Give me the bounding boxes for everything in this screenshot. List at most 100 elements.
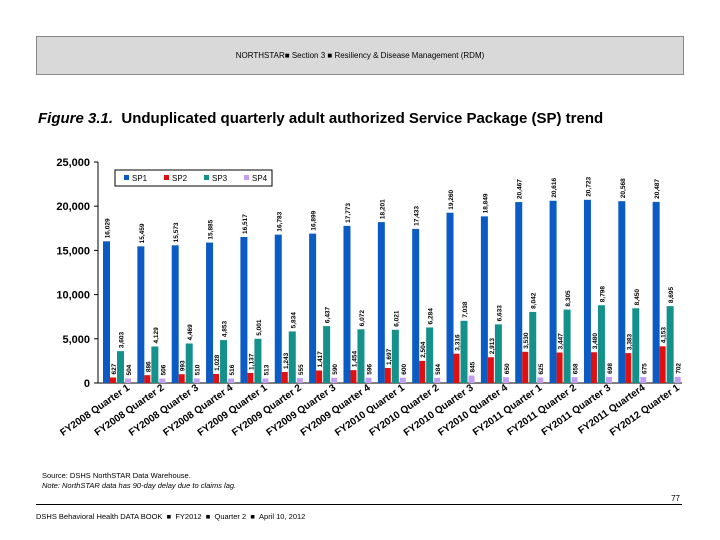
bar-sp1 [446, 212, 454, 383]
data-label: 698 [607, 363, 614, 374]
data-label: 513 [263, 364, 270, 375]
data-label: 506 [160, 364, 167, 375]
data-label: 590 [332, 364, 339, 375]
data-label: 18,201 [379, 199, 386, 219]
bar-sp1 [343, 225, 351, 383]
bar-sp4 [159, 378, 166, 383]
y-tick-label: 20,000 [56, 201, 90, 213]
bar-sp3 [220, 340, 228, 383]
data-label: 702 [676, 363, 683, 374]
bar-sp2 [625, 353, 632, 383]
figure-label: Figure 3.1. [38, 110, 114, 127]
figure-title: Figure 3.1. Unduplicated quarterly adult… [38, 110, 603, 127]
data-label: 555 [298, 364, 305, 375]
data-label: 5,001 [256, 319, 263, 336]
data-label: 8,695 [668, 286, 675, 303]
bar-sp2 [350, 370, 357, 383]
data-label: 20,487 [654, 179, 661, 199]
data-label: 627 [111, 363, 118, 374]
data-label: 6,021 [393, 310, 400, 327]
bar-sp1 [549, 200, 557, 383]
legend-label: SP2 [172, 174, 188, 183]
data-label: 886 [145, 361, 152, 372]
bar-sp2 [384, 367, 391, 383]
data-label: 15,885 [208, 219, 215, 239]
bar-sp2 [556, 352, 563, 383]
data-label: 20,568 [620, 178, 627, 198]
bar-sp1 [171, 245, 179, 383]
data-label: 6,284 [428, 308, 435, 325]
bar-sp4 [193, 378, 200, 383]
data-label: 3,383 [626, 333, 633, 350]
data-label: 516 [229, 364, 236, 375]
bar-sp2 [522, 351, 529, 383]
footer: DSHS Behavioral Health DATA BOOK ■ FY201… [36, 512, 306, 521]
data-label: 8,798 [599, 286, 606, 303]
data-label: 3,480 [592, 333, 599, 350]
bar-sp3 [323, 326, 331, 383]
note-text: Note: NorthSTAR data has 90-day delay du… [42, 481, 237, 490]
bar-sp2 [110, 377, 116, 383]
bar-sp2 [178, 374, 185, 383]
data-label: 584 [435, 364, 442, 375]
bar-sp3 [494, 324, 502, 383]
y-tick-label: 10,000 [56, 290, 90, 302]
legend-swatch [244, 175, 249, 180]
data-label: 3,530 [523, 332, 530, 349]
bar-sp4 [434, 377, 441, 383]
bar-sp4 [262, 378, 269, 383]
data-label: 1,028 [214, 354, 221, 371]
bar-sp4 [365, 377, 372, 383]
data-label: 18,849 [482, 193, 489, 213]
data-label: 1,137 [248, 353, 255, 370]
bar-sp3 [117, 351, 124, 383]
bar-sp2 [281, 372, 288, 383]
bar-sp4 [537, 377, 544, 383]
bar-sp4 [674, 376, 681, 383]
footer-divider [36, 504, 682, 505]
data-label: 16,899 [311, 210, 318, 230]
bar-sp2 [590, 352, 597, 383]
data-label: 20,723 [585, 177, 592, 197]
data-label: 993 [180, 360, 187, 371]
data-label: 2,913 [489, 338, 496, 355]
bar-sp1 [137, 246, 145, 383]
data-label: 6,437 [325, 306, 332, 323]
bar-sp3 [357, 329, 365, 383]
data-label: 3,603 [119, 331, 126, 348]
y-tick-label: 25,000 [56, 157, 90, 169]
bar-sp3 [151, 346, 159, 383]
bar-sp1 [274, 234, 282, 383]
bar-sp4 [296, 378, 303, 383]
y-tick-label: 0 [84, 378, 90, 390]
legend-swatch [124, 175, 129, 180]
data-label: 1,417 [317, 351, 324, 368]
bar-sp2 [487, 357, 494, 383]
data-label: 625 [538, 363, 545, 374]
bar-sp1 [206, 242, 214, 383]
bar-sp1 [377, 222, 385, 383]
data-label: 6,072 [359, 310, 366, 327]
data-label: 4,153 [661, 327, 668, 344]
bar-sp3 [597, 305, 605, 383]
data-label: 8,042 [531, 292, 538, 309]
data-label: 1,243 [283, 352, 290, 369]
data-label: 1,697 [386, 348, 393, 365]
data-label: 17,773 [345, 203, 352, 223]
bar-sp1 [515, 202, 523, 383]
page-number: 77 [671, 494, 680, 503]
header-text: NORTHSTAR■ Section 3 ■ Resiliency & Dise… [235, 51, 485, 60]
bar-sp1 [480, 216, 488, 383]
bar-sp3 [529, 311, 537, 383]
legend [114, 169, 273, 187]
footer-quarter: Quarter 2 [214, 512, 247, 521]
bar-sp4 [502, 377, 509, 383]
data-label: 2,504 [420, 341, 427, 358]
bar-sp3 [288, 331, 296, 383]
data-label: 650 [504, 363, 511, 374]
data-label: 7,038 [462, 301, 469, 318]
data-label: 8,450 [634, 289, 641, 306]
bar-sp1 [412, 228, 420, 383]
data-label: 6,633 [496, 305, 503, 322]
data-label: 4,129 [153, 327, 160, 344]
